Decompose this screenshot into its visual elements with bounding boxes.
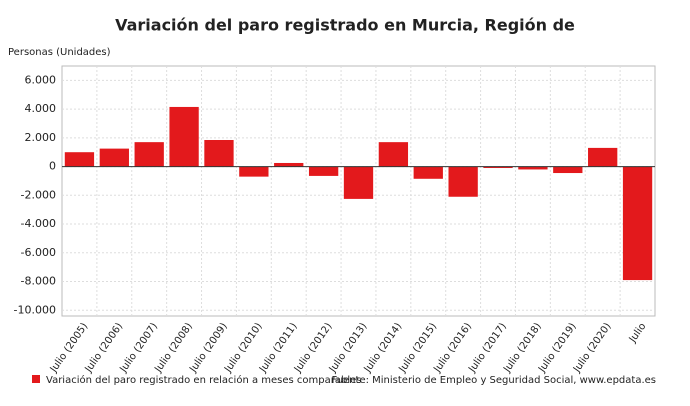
x-tick-label: Julio	[627, 321, 649, 345]
bar	[239, 166, 269, 177]
bar	[553, 166, 583, 174]
y-tick-label: -2.000	[21, 188, 56, 201]
bar	[274, 162, 304, 167]
bar	[99, 148, 129, 167]
legend-label: Variación del paro registrado en relació…	[46, 374, 361, 386]
y-tick-label: 2.000	[25, 131, 57, 144]
bar	[134, 142, 164, 167]
bar	[588, 147, 618, 167]
y-tick-label: 0	[49, 160, 56, 173]
bar	[204, 139, 234, 167]
y-tick-label: -8.000	[21, 275, 56, 288]
legend-swatch	[32, 375, 40, 383]
bar	[622, 166, 653, 281]
bar	[483, 166, 513, 169]
y-tick-label: -6.000	[21, 246, 56, 259]
bar	[64, 152, 95, 167]
bar	[413, 166, 443, 179]
chart-title: Variación del paro registrado en Murcia,…	[115, 16, 575, 35]
bar	[448, 166, 478, 197]
y-tick-label: -4.000	[21, 217, 56, 230]
bar	[343, 166, 374, 199]
y-tick-label: 6.000	[25, 73, 57, 86]
y-tick-label: -10.000	[14, 303, 56, 316]
bar	[308, 166, 339, 176]
bar	[378, 142, 409, 167]
bar	[169, 106, 199, 167]
y-axis-label: Personas (Unidades)	[8, 47, 111, 58]
y-tick-label: 4.000	[25, 102, 57, 115]
source: Fuente: Ministerio de Empleo y Seguridad…	[331, 375, 656, 386]
bar	[518, 166, 548, 170]
